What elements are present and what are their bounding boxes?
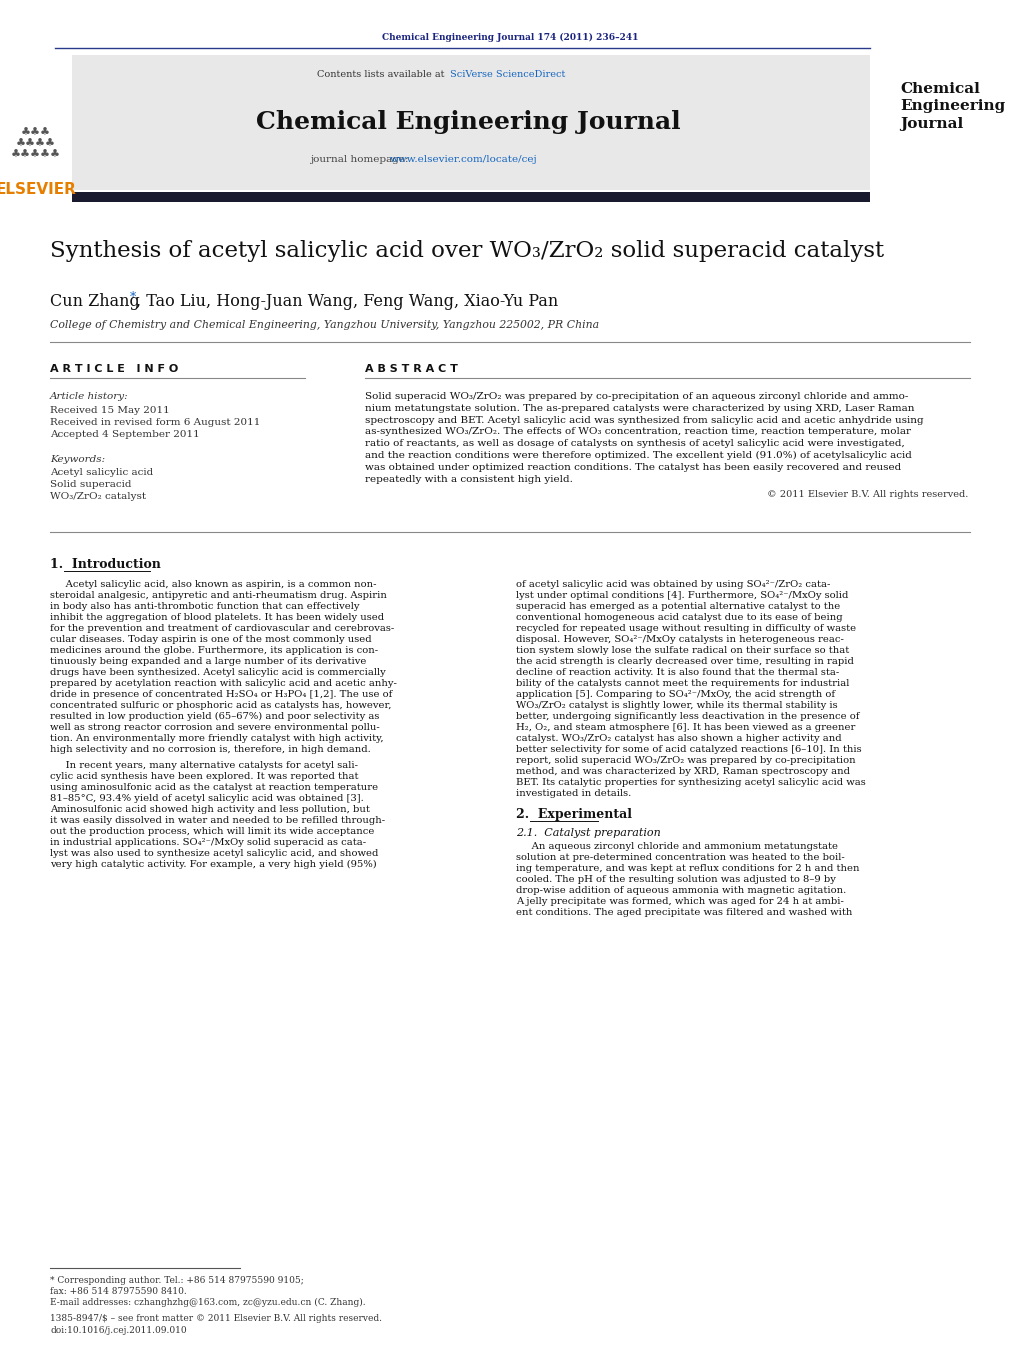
Text: Article history:: Article history: [50,392,129,401]
Text: concentrated sulfuric or phosphoric acid as catalysts has, however,: concentrated sulfuric or phosphoric acid… [50,701,391,711]
Text: application [5]. Comparing to SO₄²⁻/MxOy, the acid strength of: application [5]. Comparing to SO₄²⁻/MxOy… [516,690,835,698]
Text: 1.  Introduction: 1. Introduction [50,558,161,571]
Text: repeatedly with a consistent high yield.: repeatedly with a consistent high yield. [364,474,573,484]
Text: ♣♣♣
♣♣♣♣
♣♣♣♣♣: ♣♣♣ ♣♣♣♣ ♣♣♣♣♣ [11,128,61,159]
Text: H₂, O₂, and steam atmosphere [6]. It has been viewed as a greener: H₂, O₂, and steam atmosphere [6]. It has… [516,723,856,732]
Text: Chemical
Engineering
Journal: Chemical Engineering Journal [900,82,1006,131]
Text: recycled for repeated usage without resulting in difficulty of waste: recycled for repeated usage without resu… [516,624,857,634]
Text: A jelly precipitate was formed, which was aged for 24 h at ambi-: A jelly precipitate was formed, which wa… [516,897,844,907]
Text: out the production process, which will limit its wide acceptance: out the production process, which will l… [50,827,375,836]
Text: Received in revised form 6 August 2011: Received in revised form 6 August 2011 [50,417,260,427]
Text: for the prevention and treatment of cardiovascular and cerebrovas-: for the prevention and treatment of card… [50,624,394,634]
Text: Cun Zhang: Cun Zhang [50,293,140,309]
Text: Aminosulfonic acid showed high activity and less pollution, but: Aminosulfonic acid showed high activity … [50,805,370,815]
Text: ELSEVIER: ELSEVIER [0,182,77,197]
Text: tinuously being expanded and a large number of its derivative: tinuously being expanded and a large num… [50,657,367,666]
Text: Chemical Engineering Journal 174 (2011) 236–241: Chemical Engineering Journal 174 (2011) … [382,32,639,42]
Text: www.elsevier.com/locate/cej: www.elsevier.com/locate/cej [390,155,538,163]
Text: well as strong reactor corrosion and severe environmental pollu-: well as strong reactor corrosion and sev… [50,723,380,732]
Text: College of Chemistry and Chemical Engineering, Yangzhou University, Yangzhou 225: College of Chemistry and Chemical Engine… [50,320,599,330]
Text: WO₃/ZrO₂ catalyst: WO₃/ZrO₂ catalyst [50,492,146,501]
Text: Received 15 May 2011: Received 15 May 2011 [50,407,169,415]
Text: prepared by acetylation reaction with salicylic acid and acetic anhy-: prepared by acetylation reaction with sa… [50,680,397,688]
Text: 1385-8947/$ – see front matter © 2011 Elsevier B.V. All rights reserved.: 1385-8947/$ – see front matter © 2011 El… [50,1315,382,1323]
Text: An aqueous zirconyl chloride and ammonium metatungstate: An aqueous zirconyl chloride and ammoniu… [516,842,838,851]
Text: Acetyl salicylic acid: Acetyl salicylic acid [50,467,153,477]
Text: Chemical Engineering Journal: Chemical Engineering Journal [255,109,680,134]
Text: nium metatungstate solution. The as-prepared catalysts were characterized by usi: nium metatungstate solution. The as-prep… [364,404,915,413]
Text: *: * [130,290,136,304]
Text: A B S T R A C T: A B S T R A C T [364,363,457,374]
Text: inhibit the aggregation of blood platelets. It has been widely used: inhibit the aggregation of blood platele… [50,613,384,621]
Text: in body also has anti-thrombotic function that can effectively: in body also has anti-thrombotic functio… [50,603,359,611]
Text: dride in presence of concentrated H₂SO₄ or H₃PO₄ [1,2]. The use of: dride in presence of concentrated H₂SO₄ … [50,690,392,698]
Text: better selectivity for some of acid catalyzed reactions [6–10]. In this: better selectivity for some of acid cata… [516,744,862,754]
Text: method, and was characterized by XRD, Raman spectroscopy and: method, and was characterized by XRD, Ra… [516,767,850,775]
Text: steroidal analgesic, antipyretic and anti-rheumatism drug. Aspirin: steroidal analgesic, antipyretic and ant… [50,590,387,600]
Text: drop-wise addition of aqueous ammonia with magnetic agitation.: drop-wise addition of aqueous ammonia wi… [516,886,846,894]
Text: resulted in low production yield (65–67%) and poor selectivity as: resulted in low production yield (65–67%… [50,712,380,721]
Text: WO₃/ZrO₂ catalyst is slightly lower, while its thermal stability is: WO₃/ZrO₂ catalyst is slightly lower, whi… [516,701,837,711]
Text: and the reaction conditions were therefore optimized. The excellent yield (91.0%: and the reaction conditions were therefo… [364,451,912,461]
Text: using aminosulfonic acid as the catalyst at reaction temperature: using aminosulfonic acid as the catalyst… [50,784,378,792]
Text: report, solid superacid WO₃/ZrO₂ was prepared by co-precipitation: report, solid superacid WO₃/ZrO₂ was pre… [516,757,856,765]
Text: journal homepage:: journal homepage: [310,155,411,163]
Text: Keywords:: Keywords: [50,455,105,463]
Text: BET. Its catalytic properties for synthesizing acetyl salicylic acid was: BET. Its catalytic properties for synthe… [516,778,866,788]
Text: in industrial applications. SO₄²⁻/MxOy solid superacid as cata-: in industrial applications. SO₄²⁻/MxOy s… [50,838,367,847]
Bar [72,192,870,203]
Text: lyst under optimal conditions [4]. Furthermore, SO₄²⁻/MxOy solid: lyst under optimal conditions [4]. Furth… [516,590,848,600]
Text: cylic acid synthesis have been explored. It was reported that: cylic acid synthesis have been explored.… [50,771,358,781]
Text: disposal. However, SO₄²⁻/MxOy catalysts in heterogeneous reac-: disposal. However, SO₄²⁻/MxOy catalysts … [516,635,844,644]
Text: A R T I C L E   I N F O: A R T I C L E I N F O [50,363,179,374]
Text: , Tao Liu, Hong-Juan Wang, Feng Wang, Xiao-Yu Pan: , Tao Liu, Hong-Juan Wang, Feng Wang, Xi… [136,293,558,309]
Text: medicines around the globe. Furthermore, its application is con-: medicines around the globe. Furthermore,… [50,646,378,655]
Text: conventional homogeneous acid catalyst due to its ease of being: conventional homogeneous acid catalyst d… [516,613,842,621]
Text: fax: +86 514 87975590 8410.: fax: +86 514 87975590 8410. [50,1288,187,1296]
Text: lyst was also used to synthesize acetyl salicylic acid, and showed: lyst was also used to synthesize acetyl … [50,848,379,858]
Text: tion. An environmentally more friendly catalyst with high activity,: tion. An environmentally more friendly c… [50,734,384,743]
Text: catalyst. WO₃/ZrO₂ catalyst has also shown a higher activity and: catalyst. WO₃/ZrO₂ catalyst has also sho… [516,734,841,743]
Text: of acetyl salicylic acid was obtained by using SO₄²⁻/ZrO₂ cata-: of acetyl salicylic acid was obtained by… [516,580,830,589]
Text: Solid superacid WO₃/ZrO₂ was prepared by co-precipitation of an aqueous zirconyl: Solid superacid WO₃/ZrO₂ was prepared by… [364,392,909,401]
Text: Accepted 4 September 2011: Accepted 4 September 2011 [50,430,200,439]
Text: ent conditions. The aged precipitate was filtered and washed with: ent conditions. The aged precipitate was… [516,908,853,917]
Text: Synthesis of acetyl salicylic acid over WO₃/ZrO₂ solid superacid catalyst: Synthesis of acetyl salicylic acid over … [50,240,884,262]
Text: ratio of reactants, as well as dosage of catalysts on synthesis of acetyl salicy: ratio of reactants, as well as dosage of… [364,439,905,449]
Text: cular diseases. Today aspirin is one of the most commonly used: cular diseases. Today aspirin is one of … [50,635,372,644]
Text: SciVerse ScienceDirect: SciVerse ScienceDirect [450,70,566,78]
Text: very high catalytic activity. For example, a very high yield (95%): very high catalytic activity. For exampl… [50,861,377,869]
Text: the acid strength is clearly decreased over time, resulting in rapid: the acid strength is clearly decreased o… [516,657,854,666]
Bar [72,55,870,190]
Text: ing temperature, and was kept at reflux conditions for 2 h and then: ing temperature, and was kept at reflux … [516,865,860,873]
Text: 2.  Experimental: 2. Experimental [516,808,632,821]
Text: Contents lists available at: Contents lists available at [318,70,448,78]
Text: drugs have been synthesized. Acetyl salicylic acid is commercially: drugs have been synthesized. Acetyl sali… [50,667,386,677]
Text: superacid has emerged as a potential alternative catalyst to the: superacid has emerged as a potential alt… [516,603,840,611]
Text: bility of the catalysts cannot meet the requirements for industrial: bility of the catalysts cannot meet the … [516,680,849,688]
Text: better, undergoing significantly less deactivation in the presence of: better, undergoing significantly less de… [516,712,860,721]
Text: cooled. The pH of the resulting solution was adjusted to 8–9 by: cooled. The pH of the resulting solution… [516,875,836,884]
Text: E-mail addresses: czhanghzhg@163.com, zc@yzu.edu.cn (C. Zhang).: E-mail addresses: czhanghzhg@163.com, zc… [50,1298,366,1308]
Text: Solid superacid: Solid superacid [50,480,132,489]
Text: spectroscopy and BET. Acetyl salicylic acid was synthesized from salicylic acid : spectroscopy and BET. Acetyl salicylic a… [364,416,924,424]
Text: 2.1.  Catalyst preparation: 2.1. Catalyst preparation [516,828,661,838]
Text: was obtained under optimized reaction conditions. The catalyst has been easily r: was obtained under optimized reaction co… [364,463,902,471]
Text: doi:10.1016/j.cej.2011.09.010: doi:10.1016/j.cej.2011.09.010 [50,1325,187,1335]
Text: tion system slowly lose the sulfate radical on their surface so that: tion system slowly lose the sulfate radi… [516,646,849,655]
Text: In recent years, many alternative catalysts for acetyl sali-: In recent years, many alternative cataly… [50,761,358,770]
Text: it was easily dissolved in water and needed to be refilled through-: it was easily dissolved in water and nee… [50,816,385,825]
Text: as-synthesized WO₃/ZrO₂. The effects of WO₃ concentration, reaction time, reacti: as-synthesized WO₃/ZrO₂. The effects of … [364,427,911,436]
Text: Acetyl salicylic acid, also known as aspirin, is a common non-: Acetyl salicylic acid, also known as asp… [50,580,377,589]
Text: solution at pre-determined concentration was heated to the boil-: solution at pre-determined concentration… [516,852,844,862]
Text: decline of reaction activity. It is also found that the thermal sta-: decline of reaction activity. It is also… [516,667,839,677]
Text: © 2011 Elsevier B.V. All rights reserved.: © 2011 Elsevier B.V. All rights reserved… [767,490,968,500]
Text: high selectivity and no corrosion is, therefore, in high demand.: high selectivity and no corrosion is, th… [50,744,371,754]
Text: investigated in details.: investigated in details. [516,789,631,798]
Text: * Corresponding author. Tel.: +86 514 87975590 9105;: * Corresponding author. Tel.: +86 514 87… [50,1275,304,1285]
Text: 81–85°C, 93.4% yield of acetyl salicylic acid was obtained [3].: 81–85°C, 93.4% yield of acetyl salicylic… [50,794,363,802]
